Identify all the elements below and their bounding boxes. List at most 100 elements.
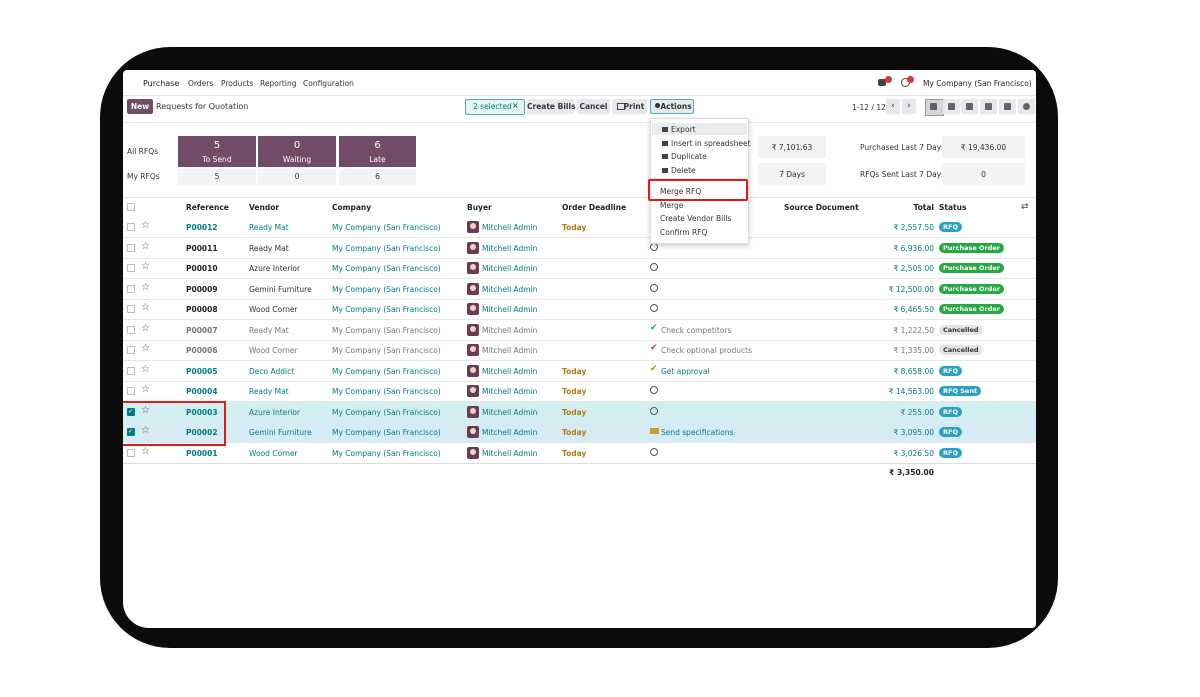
- favorite-star[interactable]: ☆: [141, 445, 150, 457]
- vendor[interactable]: Deco Addict: [249, 366, 295, 376]
- menu-item[interactable]: Export: [671, 125, 696, 134]
- buyer[interactable]: Mitchell Admin: [482, 325, 538, 335]
- activity-text[interactable]: Send specifications: [661, 428, 734, 437]
- favorite-star[interactable]: ☆: [141, 343, 150, 354]
- vendor[interactable]: Azure Interior: [249, 407, 301, 417]
- column-header[interactable]: Vendor: [249, 203, 280, 212]
- menu-item[interactable]: Orders: [188, 79, 214, 88]
- reference[interactable]: P00011: [186, 243, 218, 253]
- menu-item[interactable]: Duplicate: [671, 152, 707, 161]
- pager-arrow[interactable]: ‹: [886, 99, 900, 114]
- menu-item[interactable]: Confirm RFQ: [660, 227, 708, 237]
- reference[interactable]: P00003: [186, 407, 218, 417]
- favorite-star[interactable]: ☆: [141, 384, 150, 395]
- column-header[interactable]: Reference: [186, 203, 229, 212]
- stat-tile[interactable]: 5 To Send: [178, 136, 256, 167]
- vendor[interactable]: Wood Corner: [249, 448, 298, 458]
- reference[interactable]: P00001: [186, 448, 218, 458]
- column-header[interactable]: Buyer: [467, 203, 492, 212]
- table-row[interactable]: [123, 361, 1036, 382]
- company[interactable]: My Company (San Francisco): [332, 407, 441, 417]
- company[interactable]: My Company (San Francisco): [332, 305, 441, 314]
- vendor[interactable]: Gemini Furniture: [249, 428, 312, 437]
- activity-check[interactable]: ✔: [650, 363, 658, 374]
- row-checkbox[interactable]: [127, 325, 135, 334]
- activity-clock[interactable]: [650, 283, 658, 292]
- row-checkbox[interactable]: [127, 448, 135, 457]
- row-checkbox[interactable]: [127, 243, 135, 252]
- menu-item[interactable]: Configuration: [303, 79, 354, 88]
- column-header[interactable]: Company: [332, 203, 372, 212]
- app-name[interactable]: Purchase: [143, 79, 180, 88]
- company[interactable]: My Company (San Francisco): [332, 448, 441, 458]
- activity-check[interactable]: ✔: [650, 343, 658, 353]
- vendor[interactable]: Ready Mat: [249, 243, 289, 253]
- reference[interactable]: P00007: [186, 325, 218, 335]
- buyer[interactable]: Mitchell Admin: [482, 387, 538, 396]
- menu-item[interactable]: Merge: [660, 200, 684, 210]
- reference[interactable]: P00006: [186, 346, 218, 355]
- favorite-star[interactable]: ☆: [141, 425, 150, 436]
- table-row[interactable]: [123, 217, 1036, 238]
- buyer[interactable]: Mitchell Admin: [482, 243, 538, 253]
- buyer[interactable]: Mitchell Admin: [482, 284, 538, 294]
- reference[interactable]: P00009: [186, 284, 218, 294]
- menu-item[interactable]: Merge RFQ: [660, 187, 702, 196]
- vendor[interactable]: Ready Mat: [249, 325, 289, 335]
- toolbar-button[interactable]: Cancel: [577, 99, 610, 114]
- reference[interactable]: P00010: [186, 264, 218, 273]
- menu-item[interactable]: Reporting: [260, 79, 297, 88]
- buyer[interactable]: Mitchell Admin: [482, 264, 538, 273]
- activity-mail[interactable]: [650, 428, 659, 434]
- reference[interactable]: P00002: [186, 428, 218, 437]
- vendor[interactable]: Ready Mat: [249, 387, 289, 396]
- favorite-star[interactable]: ☆: [141, 240, 150, 252]
- toolbar-button[interactable]: Print: [612, 99, 647, 114]
- vendor[interactable]: Gemini Furniture: [249, 284, 312, 294]
- row-checkbox[interactable]: [127, 305, 135, 313]
- new-button[interactable]: New: [127, 99, 153, 114]
- menu-item[interactable]: Delete: [671, 165, 696, 175]
- column-header[interactable]: Total: [913, 203, 935, 212]
- row-checkbox[interactable]: [127, 223, 135, 231]
- favorite-star[interactable]: ☆: [141, 281, 150, 293]
- menu-item[interactable]: Create Vendor Bills: [660, 214, 732, 223]
- reference[interactable]: P00004: [186, 387, 218, 396]
- stat-mine[interactable]: 5: [178, 169, 256, 185]
- menu-item[interactable]: Insert in spreadsheet: [671, 138, 751, 148]
- activity-clock[interactable]: [650, 447, 658, 456]
- buyer[interactable]: Mitchell Admin: [482, 448, 538, 458]
- company[interactable]: My Company (San Francisco): [332, 366, 441, 376]
- company[interactable]: My Company (San Francisco): [332, 243, 441, 253]
- company[interactable]: My Company (San Francisco): [332, 428, 441, 437]
- activity-check[interactable]: ✔: [650, 322, 658, 333]
- row-checkbox[interactable]: [127, 366, 135, 375]
- table-row[interactable]: [123, 422, 1036, 443]
- buyer[interactable]: Mitchell Admin: [482, 366, 538, 376]
- table-row[interactable]: [123, 238, 1036, 259]
- favorite-star[interactable]: ☆: [141, 404, 150, 416]
- favorite-star[interactable]: ☆: [141, 261, 150, 272]
- activity-clock[interactable]: [650, 386, 658, 394]
- chat-icon[interactable]: [878, 79, 886, 86]
- vendor[interactable]: Wood Corner: [249, 346, 298, 355]
- column-header[interactable]: Order Deadline: [562, 203, 627, 212]
- favorite-star[interactable]: ☆: [141, 322, 150, 334]
- favorite-star[interactable]: ☆: [141, 220, 150, 231]
- vendor[interactable]: Azure Interior: [249, 264, 301, 273]
- stat-mine[interactable]: 6: [339, 169, 416, 185]
- table-row[interactable]: [123, 340, 1036, 361]
- company[interactable]: My Company (San Francisco): [332, 223, 441, 232]
- buyer[interactable]: Mitchell Admin: [482, 346, 538, 355]
- row-checkbox[interactable]: [127, 284, 135, 293]
- header-checkbox[interactable]: [127, 203, 135, 211]
- table-row[interactable]: [123, 320, 1036, 341]
- reference[interactable]: P00008: [186, 305, 218, 314]
- favorite-star[interactable]: ☆: [141, 302, 150, 313]
- selected-pill[interactable]: 2 selected: [465, 99, 525, 115]
- company[interactable]: My Company (San Francisco): [332, 284, 441, 294]
- stat-tile[interactable]: 0 Waiting: [258, 136, 336, 167]
- reference[interactable]: P00005: [186, 366, 218, 376]
- activity-clock[interactable]: [650, 304, 658, 312]
- toolbar-button[interactable]: Actions: [650, 99, 694, 114]
